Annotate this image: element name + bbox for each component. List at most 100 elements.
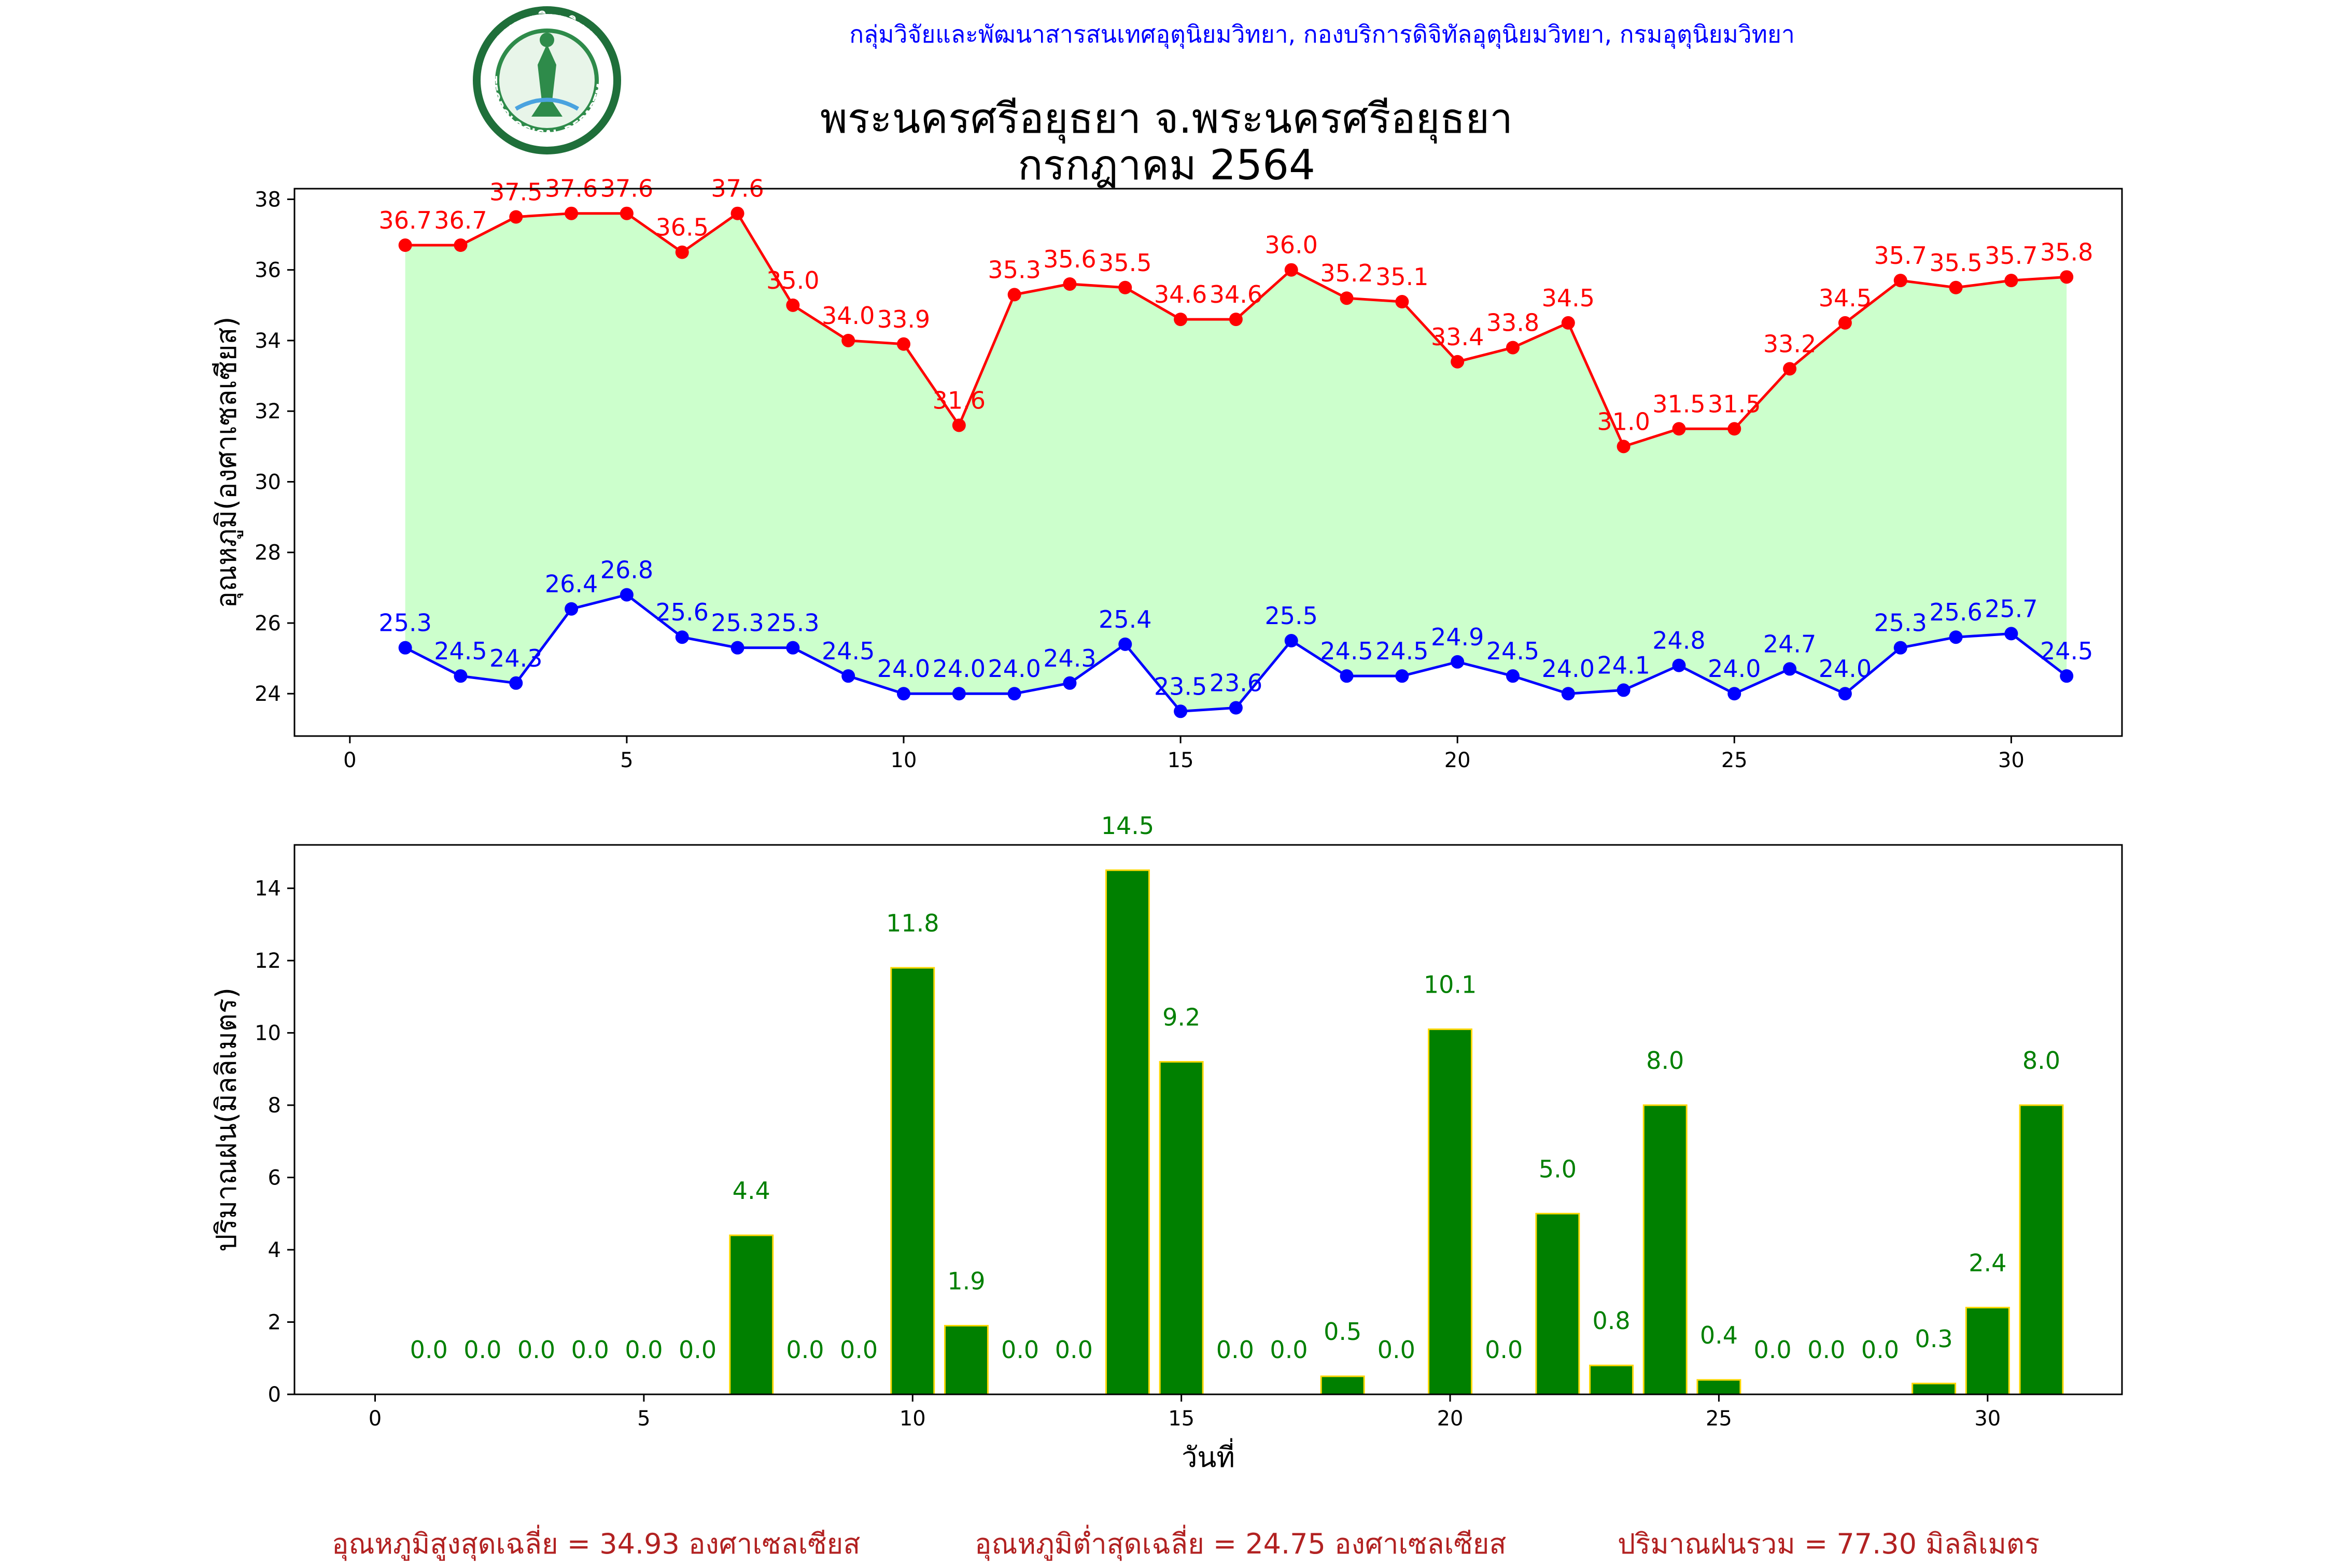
rainfall-bar bbox=[1696, 1379, 1741, 1395]
rainfall-bar-label: 0.0 bbox=[840, 1336, 878, 1364]
rainfall-bar bbox=[1912, 1382, 1957, 1395]
min-temperature-label: 24.0 bbox=[988, 655, 1041, 683]
min-temperature-point bbox=[952, 687, 966, 701]
max-temperature-point bbox=[1118, 280, 1132, 294]
rainfall-bar-label: 0.8 bbox=[1592, 1307, 1630, 1335]
temperature-y-tick-label: 32 bbox=[255, 400, 281, 423]
rainfall-bar-label: 0.0 bbox=[1807, 1336, 1845, 1364]
max-temperature-label: 35.3 bbox=[988, 256, 1041, 284]
rainfall-chart: 0.0 0.0 0.0 0.0 0.0 0.0 4.4 0.0 0.0 11.8 1.9 0.0 0.0… bbox=[210, 812, 2123, 1474]
min-temperature-point bbox=[398, 641, 412, 655]
temperature-chart: 36.7 36.737.5 37.6 37.636.537.635.034.0 33.9… bbox=[210, 175, 2123, 772]
temperature-y-tick-label: 30 bbox=[255, 470, 281, 494]
rainfall-bar bbox=[1589, 1364, 1634, 1395]
temperature-y-tick-label: 24 bbox=[255, 682, 281, 706]
max-temperature-label: 35.8 bbox=[2040, 238, 2093, 266]
org-subtitle: กลุ่มวิจัยและพัฒนาสารสนเทศอุตุนิยมวิทยา,… bbox=[849, 20, 1795, 48]
rainfall-x-tick-label: 5 bbox=[637, 1407, 650, 1431]
min-temperature-point bbox=[1395, 669, 1409, 683]
min-temperature-label: 24.5 bbox=[434, 637, 487, 665]
rainfall-bar-label: 4.4 bbox=[733, 1177, 770, 1205]
temperature-x-tick-label: 0 bbox=[343, 748, 356, 772]
temperature-x-tick-label: 15 bbox=[1168, 748, 1194, 772]
min-temperature-point bbox=[1838, 687, 1852, 701]
min-temperature-label: 24.5 bbox=[822, 637, 875, 665]
rainfall-bar bbox=[1320, 1375, 1365, 1395]
min-temperature-label: 24.3 bbox=[489, 644, 542, 672]
max-temperature-point bbox=[1506, 341, 1520, 355]
min-temperature-point bbox=[1672, 658, 1686, 672]
min-temperature-label: 24.0 bbox=[1819, 655, 1872, 683]
rainfall-y-tick-label: 8 bbox=[268, 1094, 281, 1118]
rainfall-bar-label: 0.0 bbox=[1270, 1336, 1308, 1364]
max-temperature-point bbox=[1617, 440, 1631, 454]
rainfall-bar-label: 0.0 bbox=[625, 1336, 663, 1364]
rainfall-bar bbox=[944, 1325, 989, 1395]
max-temperature-label: 34.5 bbox=[1542, 284, 1595, 312]
temperature-y-tick-label: 36 bbox=[255, 259, 281, 282]
min-temperature-point bbox=[1063, 676, 1077, 690]
min-temperature-point bbox=[1506, 669, 1520, 683]
min-temperature-label: 26.4 bbox=[545, 570, 598, 598]
chart-title-station: พระนครศรีอยุธยา จ.พระนครศรีอยุธยา bbox=[820, 94, 1513, 143]
rainfall-y-tick-label: 14 bbox=[255, 877, 281, 901]
max-temperature-point bbox=[897, 337, 910, 351]
rainfall-bar-label: 9.2 bbox=[1162, 1003, 1200, 1031]
max-temperature-label: 36.5 bbox=[656, 214, 709, 242]
rainfall-x-tick-label: 10 bbox=[900, 1407, 926, 1431]
max-temperature-point bbox=[1561, 316, 1575, 330]
min-temperature-label: 24.9 bbox=[1431, 623, 1484, 651]
rainfall-bar bbox=[1535, 1212, 1580, 1395]
max-temperature-point bbox=[841, 333, 855, 347]
rainfall-bar-label: 0.0 bbox=[1485, 1336, 1523, 1364]
rainfall-bar-label: 0.0 bbox=[1861, 1336, 1899, 1364]
rainfall-bar-label: 0.0 bbox=[410, 1336, 448, 1364]
rainfall-x-tick-label: 30 bbox=[1974, 1407, 2001, 1431]
rainfall-bar-label: 0.0 bbox=[786, 1336, 824, 1364]
summary-footer: อุณหภูมิสูงสุดเฉลี่ย = 34.93 องศาเซลเซีย… bbox=[0, 1521, 2333, 1568]
rainfall-y-tick-label: 0 bbox=[268, 1383, 281, 1407]
rainfall-bar-label: 2.4 bbox=[1969, 1249, 2006, 1277]
max-temperature-point bbox=[2060, 270, 2074, 284]
min-temperature-label: 24.1 bbox=[1597, 651, 1650, 679]
min-temperature-point bbox=[897, 687, 910, 701]
rainfall-bar bbox=[2019, 1104, 2064, 1395]
min-temperature-label: 24.8 bbox=[1652, 627, 1705, 655]
temperature-y-tick-label: 28 bbox=[255, 541, 281, 565]
meteorological-department-logo: METEOROLOGICAL DEPARTMENT กรมอุตุนิยมวิท… bbox=[473, 6, 621, 154]
min-temperature-label: 25.6 bbox=[1929, 598, 1982, 626]
min-temperature-point bbox=[786, 641, 800, 655]
min-temperature-point bbox=[1007, 687, 1021, 701]
max-temperature-point bbox=[1838, 316, 1852, 330]
max-temperature-label: 35.0 bbox=[766, 266, 819, 294]
min-temperature-label: 24.7 bbox=[1763, 630, 1816, 658]
max-temperature-label: 31.5 bbox=[1708, 390, 1761, 418]
min-temperature-label: 25.6 bbox=[656, 598, 709, 626]
max-temperature-label: 35.7 bbox=[1985, 242, 2037, 270]
max-temperature-label: 33.4 bbox=[1431, 323, 1484, 351]
temperature-x-tick-label: 25 bbox=[1721, 748, 1748, 772]
min-temperature-point bbox=[1118, 637, 1132, 651]
max-temperature-point bbox=[1063, 277, 1077, 291]
rainfall-bar bbox=[1105, 869, 1150, 1395]
max-temperature-point bbox=[675, 245, 689, 259]
max-temperature-point bbox=[952, 418, 966, 432]
min-temperature-point bbox=[2060, 669, 2074, 683]
max-temperature-label: 36.7 bbox=[434, 206, 487, 234]
max-temperature-point bbox=[1783, 362, 1797, 376]
rainfall-x-tick-label: 20 bbox=[1437, 1407, 1464, 1431]
rainfall-bar-label: 5.0 bbox=[1539, 1155, 1577, 1183]
max-temperature-point bbox=[1284, 263, 1298, 277]
min-temperature-point bbox=[1561, 687, 1575, 701]
max-temperature-point bbox=[730, 206, 744, 220]
rainfall-x-axis-label: วันที่ bbox=[1182, 1438, 1235, 1474]
rainfall-bar-label: 0.5 bbox=[1324, 1318, 1361, 1346]
min-temperature-label: 26.8 bbox=[600, 556, 653, 584]
temperature-y-tick-label: 34 bbox=[255, 329, 281, 353]
max-temperature-point bbox=[1395, 295, 1409, 309]
rainfall-x-tick-label: 25 bbox=[1706, 1407, 1732, 1431]
rainfall-bar-label: 1.9 bbox=[947, 1267, 985, 1295]
rainfall-x-tick-label: 15 bbox=[1168, 1407, 1194, 1431]
min-temperature-point bbox=[730, 641, 744, 655]
